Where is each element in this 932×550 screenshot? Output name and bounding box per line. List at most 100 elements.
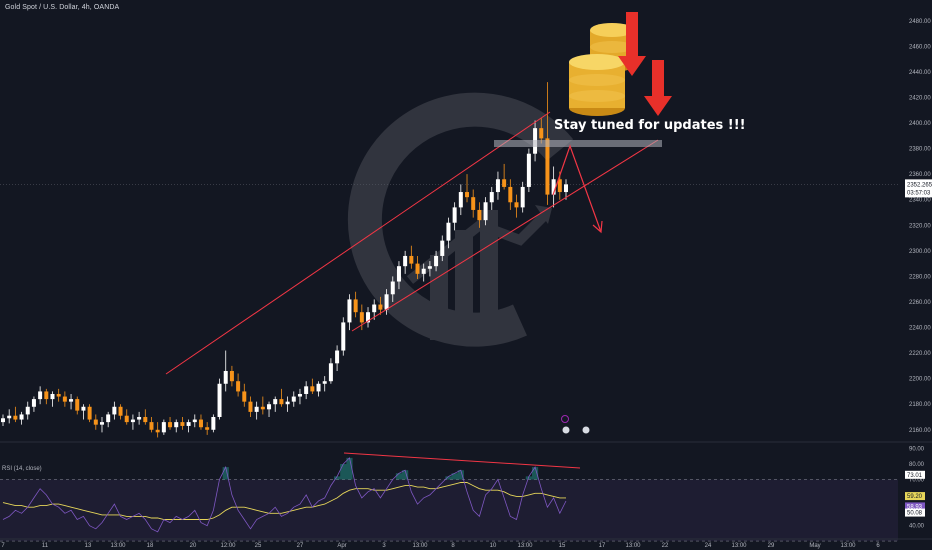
candle[interactable] (508, 179, 513, 210)
candle[interactable] (378, 296, 383, 315)
candle[interactable] (384, 289, 389, 315)
candle[interactable] (44, 388, 49, 405)
candle[interactable] (427, 261, 432, 277)
candle[interactable] (198, 414, 203, 430)
candle[interactable] (514, 194, 519, 218)
candle[interactable] (87, 404, 92, 423)
candle[interactable] (316, 381, 321, 397)
candle[interactable] (335, 345, 340, 371)
candle[interactable] (137, 411, 142, 425)
candle[interactable] (260, 396, 265, 415)
candle[interactable] (130, 414, 135, 430)
candle[interactable] (353, 291, 358, 318)
candle[interactable] (112, 401, 117, 420)
candle[interactable] (106, 411, 111, 428)
candle[interactable] (366, 307, 371, 328)
candle[interactable] (390, 276, 395, 302)
candle[interactable] (396, 261, 401, 290)
candle[interactable] (551, 166, 556, 208)
candle[interactable] (149, 416, 154, 433)
candle[interactable] (7, 409, 12, 424)
event-markers[interactable] (561, 415, 590, 434)
candle[interactable] (242, 383, 247, 407)
candle[interactable] (285, 396, 290, 412)
candle-body (310, 386, 315, 392)
candle[interactable] (341, 317, 346, 356)
candle[interactable] (81, 404, 86, 420)
candle[interactable] (539, 117, 544, 144)
candle[interactable] (118, 404, 123, 420)
candle[interactable] (229, 365, 234, 387)
candle[interactable] (526, 148, 531, 193)
candle-body (353, 299, 358, 313)
candle[interactable] (174, 419, 179, 433)
candle[interactable] (180, 416, 185, 430)
candle[interactable] (56, 388, 61, 402)
candle[interactable] (465, 174, 470, 203)
candle[interactable] (434, 250, 439, 272)
candle[interactable] (186, 419, 191, 433)
candle[interactable] (50, 391, 55, 407)
candle[interactable] (471, 189, 476, 218)
price-axis[interactable]: 2160.00 2180.00 2200.00 2220.00 2240.00 2260.… (905, 19, 932, 434)
candle[interactable] (236, 373, 241, 397)
candle[interactable] (297, 388, 302, 405)
candle[interactable] (440, 235, 445, 262)
price-pane[interactable] (0, 82, 898, 438)
candle[interactable] (38, 386, 43, 405)
candle[interactable] (273, 396, 278, 412)
candle[interactable] (248, 396, 253, 417)
candle[interactable] (223, 350, 228, 392)
candle[interactable] (155, 422, 160, 438)
candle[interactable] (161, 419, 166, 435)
candle[interactable] (192, 414, 197, 428)
candle[interactable] (217, 378, 222, 420)
candle[interactable] (446, 217, 451, 249)
candle[interactable] (458, 184, 463, 216)
candle[interactable] (62, 391, 67, 407)
candle[interactable] (502, 163, 507, 190)
candle[interactable] (99, 416, 104, 433)
candle[interactable] (19, 411, 24, 425)
candle[interactable] (310, 378, 315, 394)
candle[interactable] (279, 388, 284, 407)
candle[interactable] (205, 422, 210, 435)
candle[interactable] (328, 358, 333, 384)
candle[interactable] (291, 391, 296, 407)
candle[interactable] (168, 416, 173, 430)
candle[interactable] (489, 186, 494, 210)
candle[interactable] (124, 409, 129, 425)
candle[interactable] (403, 250, 408, 274)
candle[interactable] (93, 414, 98, 430)
rsi-pane[interactable] (0, 441, 932, 542)
candle[interactable] (304, 381, 309, 400)
candle[interactable] (347, 294, 352, 331)
candle[interactable] (267, 401, 272, 417)
candle[interactable] (483, 197, 488, 226)
candle-body (304, 386, 309, 394)
candle[interactable] (520, 181, 525, 213)
candle[interactable] (254, 401, 259, 420)
candle[interactable] (75, 396, 80, 415)
candle[interactable] (409, 245, 414, 269)
candle[interactable] (1, 414, 5, 426)
candle[interactable] (564, 179, 568, 200)
time-axis[interactable]: 7 11 13 13:00 18 20 12:00 25 27 Apr 3 13:00 8 10 13:00… (0, 538, 932, 549)
candle[interactable] (31, 396, 36, 412)
candle[interactable] (359, 304, 364, 331)
candle[interactable] (372, 299, 377, 320)
candle[interactable] (452, 202, 457, 231)
candle[interactable] (421, 263, 426, 282)
candle[interactable] (477, 202, 482, 228)
candle[interactable] (211, 414, 216, 433)
candle[interactable] (143, 409, 148, 425)
candle[interactable] (13, 406, 18, 423)
candle-body (192, 419, 197, 423)
candle[interactable] (415, 255, 420, 279)
candle[interactable] (69, 393, 74, 410)
candle[interactable] (495, 171, 500, 200)
rsi-axis[interactable]: 40.0050.0060.0070.0080.0090.0073.0159.20… (905, 447, 925, 530)
candle[interactable] (322, 376, 327, 392)
candle[interactable] (25, 401, 30, 420)
